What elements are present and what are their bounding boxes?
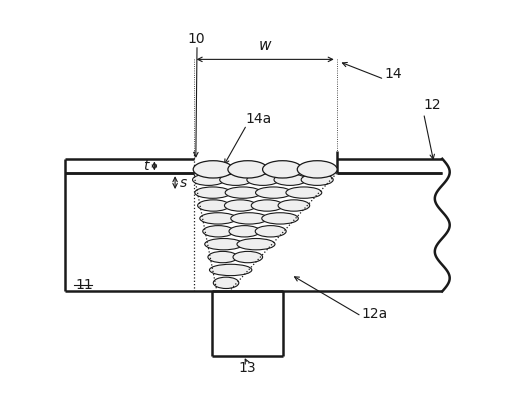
Ellipse shape xyxy=(195,187,231,198)
Ellipse shape xyxy=(225,200,256,211)
Ellipse shape xyxy=(237,239,275,250)
Ellipse shape xyxy=(229,226,260,237)
Ellipse shape xyxy=(228,161,268,178)
Ellipse shape xyxy=(247,174,279,186)
Ellipse shape xyxy=(274,174,306,186)
Ellipse shape xyxy=(208,251,238,263)
Ellipse shape xyxy=(192,174,225,186)
Text: 10: 10 xyxy=(187,32,204,46)
Ellipse shape xyxy=(200,213,237,224)
Ellipse shape xyxy=(262,213,298,224)
Ellipse shape xyxy=(255,187,291,198)
Text: 12a: 12a xyxy=(361,307,388,321)
Ellipse shape xyxy=(210,264,252,276)
Ellipse shape xyxy=(255,226,286,237)
Text: 12: 12 xyxy=(424,98,441,112)
Ellipse shape xyxy=(233,251,263,263)
Text: 14a: 14a xyxy=(245,113,272,126)
Ellipse shape xyxy=(263,161,303,178)
Ellipse shape xyxy=(301,174,333,186)
Text: t: t xyxy=(142,159,148,173)
Ellipse shape xyxy=(198,200,229,211)
Ellipse shape xyxy=(193,161,233,178)
Text: s: s xyxy=(180,176,187,190)
Ellipse shape xyxy=(205,239,243,250)
Ellipse shape xyxy=(220,174,252,186)
Ellipse shape xyxy=(213,277,239,289)
Text: 14: 14 xyxy=(384,67,402,81)
Ellipse shape xyxy=(225,187,261,198)
Ellipse shape xyxy=(251,200,283,211)
Text: 13: 13 xyxy=(239,361,256,375)
Ellipse shape xyxy=(278,200,310,211)
Text: 11: 11 xyxy=(76,278,94,292)
Text: w: w xyxy=(259,38,271,53)
Ellipse shape xyxy=(297,161,337,178)
Ellipse shape xyxy=(286,187,322,198)
Ellipse shape xyxy=(203,226,233,237)
Ellipse shape xyxy=(231,213,267,224)
